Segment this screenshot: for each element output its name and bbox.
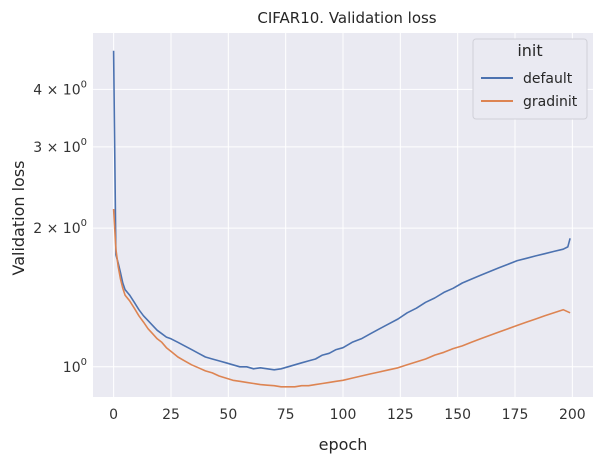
x-tick-label: 100 xyxy=(330,407,357,423)
y-axis-label: Validation loss xyxy=(9,161,28,276)
x-tick-label: 0 xyxy=(109,407,118,423)
x-axis-label: epoch xyxy=(319,435,368,454)
x-tick-label: 75 xyxy=(277,407,295,423)
series-line-gradinit xyxy=(112,208,571,388)
chart-title: CIFAR10. Validation loss xyxy=(257,9,436,27)
x-tick-label: 200 xyxy=(559,407,586,423)
y-axis-ticks: 100 2 × 100 3 × 100 4 × 100 xyxy=(33,79,87,375)
x-axis-ticks: 0 25 50 75 100 125 150 175 200 xyxy=(109,407,586,423)
grid xyxy=(93,33,593,397)
x-tick-label: 125 xyxy=(387,407,414,423)
series-layer xyxy=(112,50,571,388)
legend-box xyxy=(472,38,588,120)
y-tick-label: 100 xyxy=(63,357,87,376)
x-tick-label: 175 xyxy=(502,407,529,423)
x-tick-label: 50 xyxy=(219,407,237,423)
x-tick-label: 25 xyxy=(162,407,180,423)
y-tick-label: 4 × 100 xyxy=(33,79,87,98)
series-line-default xyxy=(112,50,571,371)
legend-label-gradinit: gradinit xyxy=(523,94,578,110)
y-tick-label: 2 × 100 xyxy=(33,218,87,237)
y-tick-label: 3 × 100 xyxy=(33,137,87,156)
x-tick-label: 150 xyxy=(444,407,471,423)
legend-title: init xyxy=(517,41,542,60)
legend-label-default: default xyxy=(523,71,573,87)
legend: init default gradinit xyxy=(472,38,588,120)
